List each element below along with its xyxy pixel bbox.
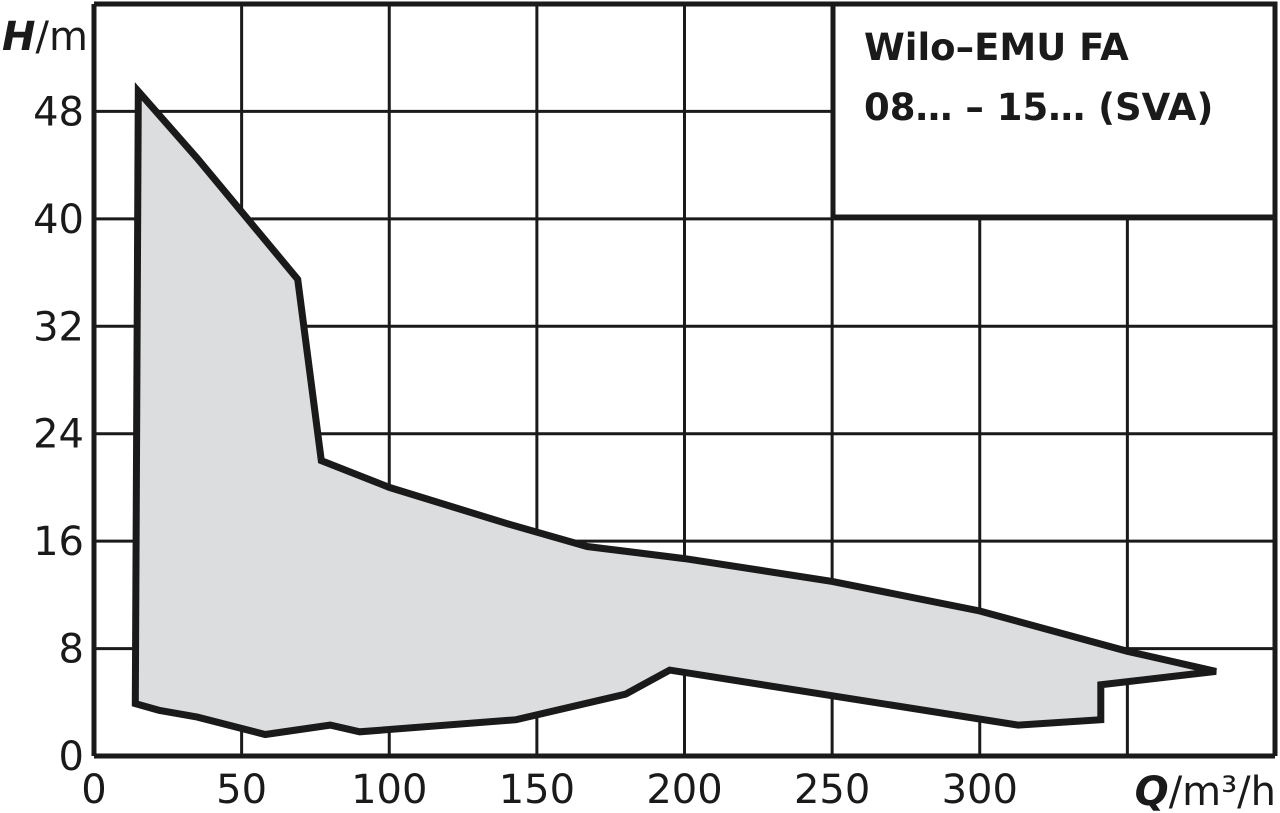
y-tick-label-32: 32 [33,304,84,350]
x-tick-labels: 0 50 100 150 200 250 300 [81,767,1018,813]
plot-frame [91,1,1278,759]
title-box-frame [830,1,1278,220]
x-axis-symbol: Q [1135,769,1169,813]
y-tick-label-16: 16 [33,519,84,565]
x-axis-unit: /m³/h [1169,769,1276,813]
x-tick-label-100: 100 [351,767,427,813]
x-tick-label-200: 200 [646,767,722,813]
y-tick-label-0: 0 [59,734,84,780]
chart-title-line-2: 08… – 15… (SVA) [864,86,1213,129]
y-tick-label-40: 40 [33,197,84,243]
y-tick-label-8: 8 [59,627,84,673]
y-axis-unit: /m [35,14,87,60]
operating-range-area [131,82,1217,739]
x-tick-label-50: 50 [216,767,267,813]
y-axis-label: H/m [2,14,88,60]
y-tick-label-24: 24 [33,412,84,458]
x-tick-label-250: 250 [794,767,870,813]
y-tick-label-48: 48 [33,89,84,135]
x-tick-label-150: 150 [499,767,575,813]
chart-title-line-1: Wilo–EMU FA [864,26,1129,69]
x-tick-label-0: 0 [81,767,106,813]
x-axis-label: Q/m³/h [1135,769,1276,813]
x-tick-label-300: 300 [942,767,1018,813]
y-tick-labels: 0 8 16 24 32 40 48 [33,89,84,780]
title-box: Wilo–EMU FA 08… – 15… (SVA) [830,1,1278,220]
y-axis-symbol: H [2,14,35,60]
